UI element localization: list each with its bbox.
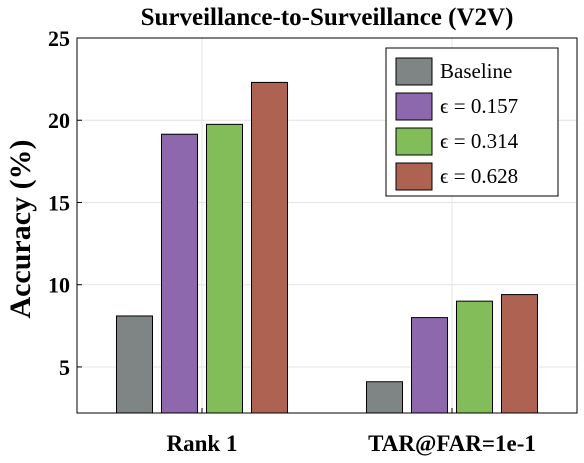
bars — [116, 81, 538, 414]
bar-2-1 — [456, 300, 493, 414]
bar-3-0 — [251, 81, 288, 414]
legend-swatch — [395, 57, 433, 86]
y-tick-label: 5 — [59, 355, 70, 380]
bar-0-0 — [116, 315, 153, 414]
x-tick-label: Rank 1 — [167, 431, 238, 456]
y-tick-label: 15 — [48, 190, 70, 215]
legend-swatch — [395, 92, 433, 121]
legend-label: ϵ = 0.314 — [440, 129, 519, 153]
legend: Baseline ϵ = 0.157 ϵ = 0.314 ϵ = 0.628 — [385, 47, 559, 197]
chart-title: Surveillance-to-Surveillance (V2V) — [141, 4, 514, 31]
y-tick-label: 20 — [48, 108, 70, 133]
bar-2-0 — [206, 123, 243, 414]
bar-1-1 — [411, 317, 448, 414]
y-axis-ticks: 5 10 15 20 25 — [48, 26, 82, 380]
legend-label: Baseline — [440, 59, 512, 83]
legend-swatch — [395, 162, 433, 191]
legend-label: ϵ = 0.157 — [440, 94, 518, 118]
bar-3-1 — [501, 294, 538, 414]
x-tick-label: TAR@FAR=1e-1 — [368, 431, 536, 457]
y-tick-label: 10 — [48, 273, 70, 298]
plot-frame — [76, 37, 578, 414]
legend-swatch — [395, 127, 433, 156]
bar-0-1 — [366, 381, 403, 414]
y-axis-label: Accuracy (%) — [4, 139, 37, 318]
bar-1-0 — [161, 133, 198, 414]
legend-label: ϵ = 0.628 — [440, 164, 518, 188]
x-axis-ticks: Rank 1 TAR@FAR=1e-1 — [167, 408, 536, 457]
y-tick-label: 25 — [48, 26, 70, 51]
